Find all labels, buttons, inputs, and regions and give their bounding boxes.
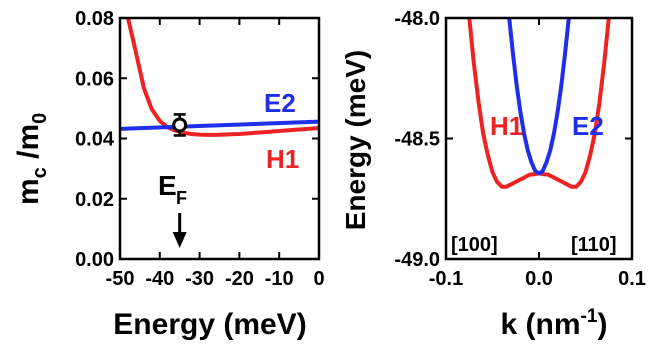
left-y-axis-label: mc /m0 <box>12 113 51 205</box>
ylabel-sub-0: 0 <box>29 113 51 124</box>
fermi-label: E F <box>158 170 187 208</box>
direction-label-100: [100] <box>451 234 498 256</box>
data-point-marker <box>172 117 188 133</box>
right-y-axis-label: Energy (meV) <box>340 50 371 231</box>
left-y-tick-label: 0.02 <box>75 189 114 211</box>
left-x-tick-label: -10 <box>265 268 294 290</box>
series-line-e2-left <box>120 119 319 131</box>
right-legend-e2: E2 <box>572 111 604 141</box>
left-legend-h1: H1 <box>266 144 299 174</box>
right-x-axis-label: k (nm-1) <box>501 306 608 341</box>
left-x-tick-label: -30 <box>185 268 214 290</box>
left-x-tick-label: -50 <box>106 268 135 290</box>
ylabel-slash-m: /m <box>12 124 45 167</box>
left-plot-area: -50 -40 -30 -20 -10 0 0.00 0.02 0.04 0.06 0.08 <box>75 8 325 290</box>
right-y-tick-label: -48.0 <box>394 8 440 30</box>
direction-label-110: [110] <box>571 234 617 256</box>
right-x-tick-label: 0.1 <box>618 268 646 290</box>
series-line-h1-left <box>126 18 319 137</box>
left-legend-e2: E2 <box>264 88 296 118</box>
xlabel-k: k (nm <box>501 308 581 341</box>
left-chart: -50 -40 -30 -20 -10 00.000.020.040.060.08 E2 … <box>12 8 325 341</box>
right-plot-area: -0.1 0.0 0.1 -49.0 -48.5 -48.0 <box>394 8 646 290</box>
left-y-tick-label: 0.08 <box>75 8 114 30</box>
left-y-tick-label: 0.06 <box>75 68 114 90</box>
left-x-tick-label: -40 <box>145 268 174 290</box>
fermi-label-sub: F <box>176 188 187 208</box>
fermi-label-main: E <box>158 170 177 201</box>
right-legend-h1: H1 <box>490 111 523 141</box>
right-y-tick-label: -48.5 <box>394 129 440 151</box>
xlabel-sup: -1 <box>581 306 598 327</box>
right-y-tick-label: -49.0 <box>394 249 440 271</box>
left-plot-frame <box>118 16 321 261</box>
ylabel-m: m <box>12 178 45 205</box>
left-x-tick-label: -20 <box>225 268 254 290</box>
left-x-tick-label: 0 <box>313 268 324 290</box>
right-x-tick-label: -0.1 <box>429 268 463 290</box>
left-x-axis-label: Energy (meV) <box>113 308 306 341</box>
xlabel-close: ) <box>597 308 607 341</box>
series-line-h1-right <box>467 18 611 189</box>
ylabel-sub-c: c <box>29 167 51 178</box>
left-y-tick-label: 0.00 <box>75 249 114 271</box>
fermi-arrow <box>172 213 187 248</box>
right-chart: -0.1 0.0 0.1 -49.0 -48.5 -48.0 H1 E2 [100] [1… <box>340 8 646 341</box>
right-x-tick-label: 0.0 <box>525 268 553 290</box>
left-y-tick-label: 0.04 <box>75 129 115 151</box>
series-line-e2-right <box>507 18 571 176</box>
